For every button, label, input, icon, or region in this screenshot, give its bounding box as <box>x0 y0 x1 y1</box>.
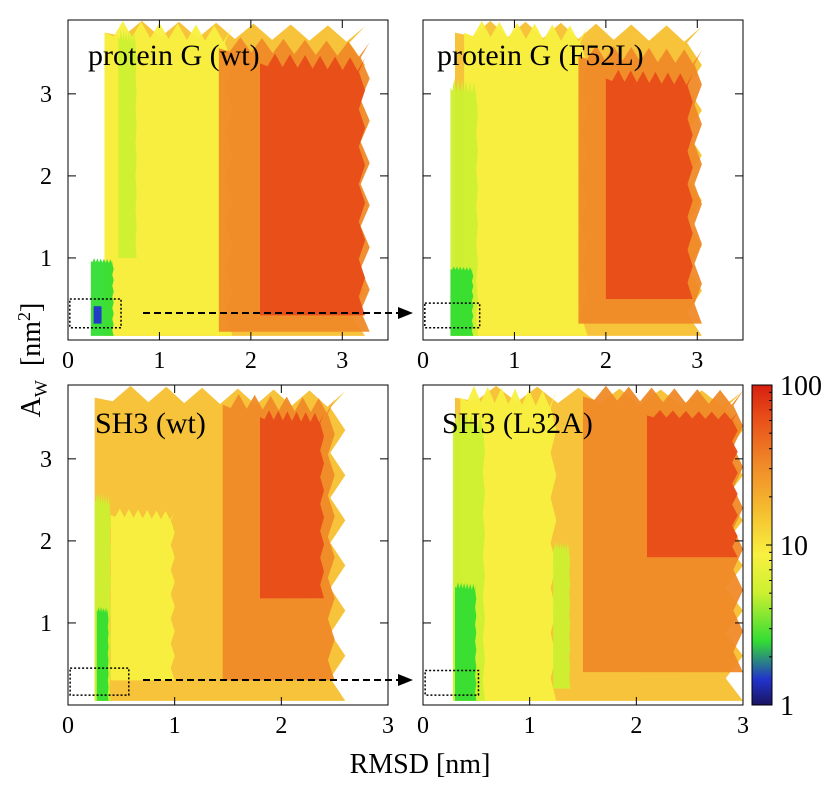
x-tick-label: 2 <box>600 348 612 374</box>
arrow-head <box>398 674 413 686</box>
density-region-c2 <box>93 305 102 324</box>
x-tick-label: 0 <box>62 713 74 739</box>
panel-sh3-wt: 0 1 2 3 1 2 3 SH3 (wt) <box>40 384 394 739</box>
panel-ticks: 0 1 2 3 1 2 3 <box>40 20 388 374</box>
y-axis-label-main: A <box>16 396 47 417</box>
panel-title: SH3 (L32A) <box>442 407 593 440</box>
panel-regions <box>90 20 370 336</box>
y-axis-label-sub: W <box>31 380 51 397</box>
colorbar: 1 10 100 <box>751 371 822 722</box>
x-tick-label: 3 <box>737 713 749 739</box>
density-region-c4 <box>118 28 137 258</box>
y-tick-label: 3 <box>40 82 52 108</box>
panel-ticks: 0 1 2 3 <box>417 20 743 374</box>
density-region-c8 <box>647 410 738 558</box>
panel-title: SH3 (wt) <box>95 407 206 440</box>
panel-frame <box>67 384 389 706</box>
y-tick-label: 2 <box>40 529 52 555</box>
y-axis-label-unit-open: [nm <box>16 321 47 366</box>
y-axis-label: AW [nm2] <box>14 303 51 418</box>
colorbar-tick-label: 10 <box>780 531 808 562</box>
x-tick-label: 1 <box>508 348 520 374</box>
density-region-c3 <box>96 606 109 701</box>
panel-frame <box>422 384 744 706</box>
density-region-c8 <box>260 410 324 599</box>
x-axis-label: RMSD [nm] <box>350 749 491 780</box>
colorbar-ticks: 1 10 100 <box>766 371 822 722</box>
highlight-box <box>69 298 122 329</box>
panel-protein-g-wt: 0 1 2 3 1 2 3 protein G (wt) <box>40 19 389 374</box>
colorbar-tick-label: 1 <box>780 691 794 722</box>
y-tick-label: 3 <box>40 447 52 473</box>
highlight-box <box>69 667 130 696</box>
x-tick-label: 2 <box>275 713 287 739</box>
x-tick-label: 2 <box>245 348 257 374</box>
density-region-c3 <box>90 258 114 336</box>
panel-frame <box>67 19 389 341</box>
x-tick-label: 1 <box>524 713 536 739</box>
x-tick-label: 3 <box>691 348 703 374</box>
density-region-c8 <box>605 69 693 300</box>
density-region-c3 <box>450 266 474 336</box>
panel-ticks: 0 1 2 3 1 2 3 <box>40 385 394 739</box>
y-tick-label: 1 <box>40 611 52 637</box>
density-region-c5 <box>464 20 588 336</box>
x-tick-label: 0 <box>417 348 429 374</box>
panel-regions <box>450 20 702 336</box>
x-tick-label: 1 <box>169 713 181 739</box>
colorbar-tick-label: 100 <box>780 371 822 402</box>
density-region-c8 <box>260 53 366 316</box>
y-tick-label: 1 <box>40 246 52 272</box>
panel-sh3-l32a: 0 1 2 3 SH3 (L32A) <box>417 384 749 739</box>
y-tick-label: 2 <box>40 164 52 190</box>
panel-regions <box>452 385 743 701</box>
x-tick-label: 2 <box>630 713 642 739</box>
y-axis-label-unit-sup: 2 <box>14 312 34 321</box>
arrow-bottom <box>143 674 413 686</box>
highlight-box <box>424 669 480 696</box>
density-region-c4 <box>553 541 571 689</box>
x-tick-label: 0 <box>417 713 429 739</box>
arrow-top <box>143 307 413 319</box>
x-tick-label: 0 <box>62 348 74 374</box>
arrow-head <box>398 307 413 319</box>
panel-regions <box>94 385 346 701</box>
y-axis-label-unit-close: ] <box>16 303 47 312</box>
x-tick-label: 3 <box>336 348 348 374</box>
panel-ticks: 0 1 2 3 <box>417 385 749 739</box>
density-region-c5 <box>104 20 233 336</box>
y-axis-label-text: AW [nm2] <box>14 303 51 418</box>
panel-protein-g-f52l: 0 1 2 3 protein G (F52L) <box>417 19 744 374</box>
x-tick-label: 3 <box>382 713 394 739</box>
density-region-c5 <box>110 508 175 681</box>
panel-title: protein G (wt) <box>88 39 260 72</box>
x-tick-label: 1 <box>153 348 165 374</box>
panel-frame <box>422 19 744 341</box>
panel-title: protein G (F52L) <box>437 39 644 72</box>
density-region-c3 <box>455 582 477 701</box>
